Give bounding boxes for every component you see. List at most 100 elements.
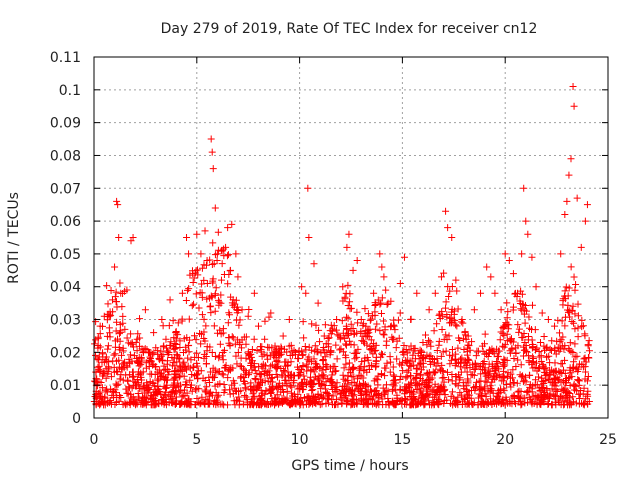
data-point <box>185 285 193 293</box>
data-point <box>455 371 463 379</box>
data-point <box>346 290 354 298</box>
data-point <box>186 336 194 344</box>
data-point <box>559 301 567 309</box>
data-point <box>438 382 446 390</box>
x-tick-label: 15 <box>393 432 411 448</box>
data-point <box>429 368 437 376</box>
data-point <box>215 298 223 306</box>
data-point <box>195 385 203 393</box>
data-point <box>357 327 365 335</box>
data-point <box>286 401 294 409</box>
data-point <box>280 395 288 403</box>
data-point <box>116 279 124 287</box>
data-point <box>346 298 354 306</box>
data-point <box>330 322 338 330</box>
data-point <box>438 374 446 382</box>
data-point <box>454 344 462 352</box>
data-point <box>463 351 471 359</box>
data-point <box>495 371 503 379</box>
data-point <box>345 329 353 337</box>
data-point <box>376 250 384 258</box>
data-point <box>217 276 225 284</box>
data-point <box>176 355 184 363</box>
data-point <box>478 387 486 395</box>
data-point <box>493 392 501 400</box>
data-point <box>378 350 386 358</box>
data-point <box>132 338 140 346</box>
data-point <box>247 359 255 367</box>
data-point <box>314 299 322 307</box>
data-point <box>364 310 372 318</box>
data-point <box>372 357 380 365</box>
data-point <box>177 381 185 389</box>
data-point <box>313 360 321 368</box>
data-point <box>440 399 448 407</box>
data-point <box>406 372 414 380</box>
data-point <box>185 399 193 407</box>
data-point <box>565 373 573 381</box>
data-point <box>384 394 392 402</box>
data-point <box>377 299 385 307</box>
data-point <box>180 386 188 394</box>
data-point <box>111 263 119 271</box>
data-point <box>536 364 544 372</box>
data-point <box>329 386 337 394</box>
data-point <box>551 367 559 375</box>
data-point <box>129 234 137 241</box>
data-point <box>194 353 202 361</box>
data-point <box>402 374 410 382</box>
data-point <box>519 334 527 342</box>
data-point <box>141 345 149 353</box>
data-point <box>394 316 402 324</box>
data-point <box>111 350 119 358</box>
data-point <box>413 289 421 297</box>
data-point <box>181 364 189 372</box>
data-point <box>528 253 536 261</box>
data-point <box>416 346 424 354</box>
data-point <box>521 319 529 327</box>
data-point <box>199 398 207 406</box>
data-point <box>165 368 173 376</box>
data-point <box>403 373 411 381</box>
data-point <box>500 343 508 351</box>
data-point <box>189 278 197 286</box>
data-point <box>567 155 575 163</box>
data-point <box>265 367 273 375</box>
data-point <box>129 373 137 381</box>
data-point <box>226 267 234 275</box>
data-point <box>287 358 295 366</box>
data-point <box>296 370 304 378</box>
data-point <box>505 256 513 264</box>
data-point <box>357 316 365 324</box>
data-point <box>506 399 514 407</box>
data-point <box>582 395 590 403</box>
data-point <box>568 306 576 314</box>
data-point <box>257 394 265 402</box>
data-point <box>535 373 543 381</box>
data-point <box>126 360 134 368</box>
data-point <box>440 269 448 277</box>
data-point <box>250 386 258 394</box>
data-point <box>261 377 269 385</box>
data-point <box>424 390 432 398</box>
data-point <box>258 395 266 403</box>
data-point <box>452 276 460 284</box>
data-point <box>185 250 193 258</box>
data-point <box>415 380 423 388</box>
data-point <box>392 386 400 394</box>
data-point <box>479 347 487 355</box>
data-point <box>350 341 358 349</box>
data-point <box>178 367 186 375</box>
data-point <box>216 340 224 348</box>
data-point <box>551 322 559 330</box>
data-point <box>528 343 536 351</box>
data-point <box>308 387 316 395</box>
data-point <box>218 400 226 408</box>
data-point <box>560 345 568 353</box>
data-point <box>174 319 182 327</box>
data-point <box>311 394 319 402</box>
data-point <box>337 334 345 342</box>
data-point <box>213 250 221 258</box>
data-point <box>448 234 456 241</box>
data-point <box>474 401 482 409</box>
